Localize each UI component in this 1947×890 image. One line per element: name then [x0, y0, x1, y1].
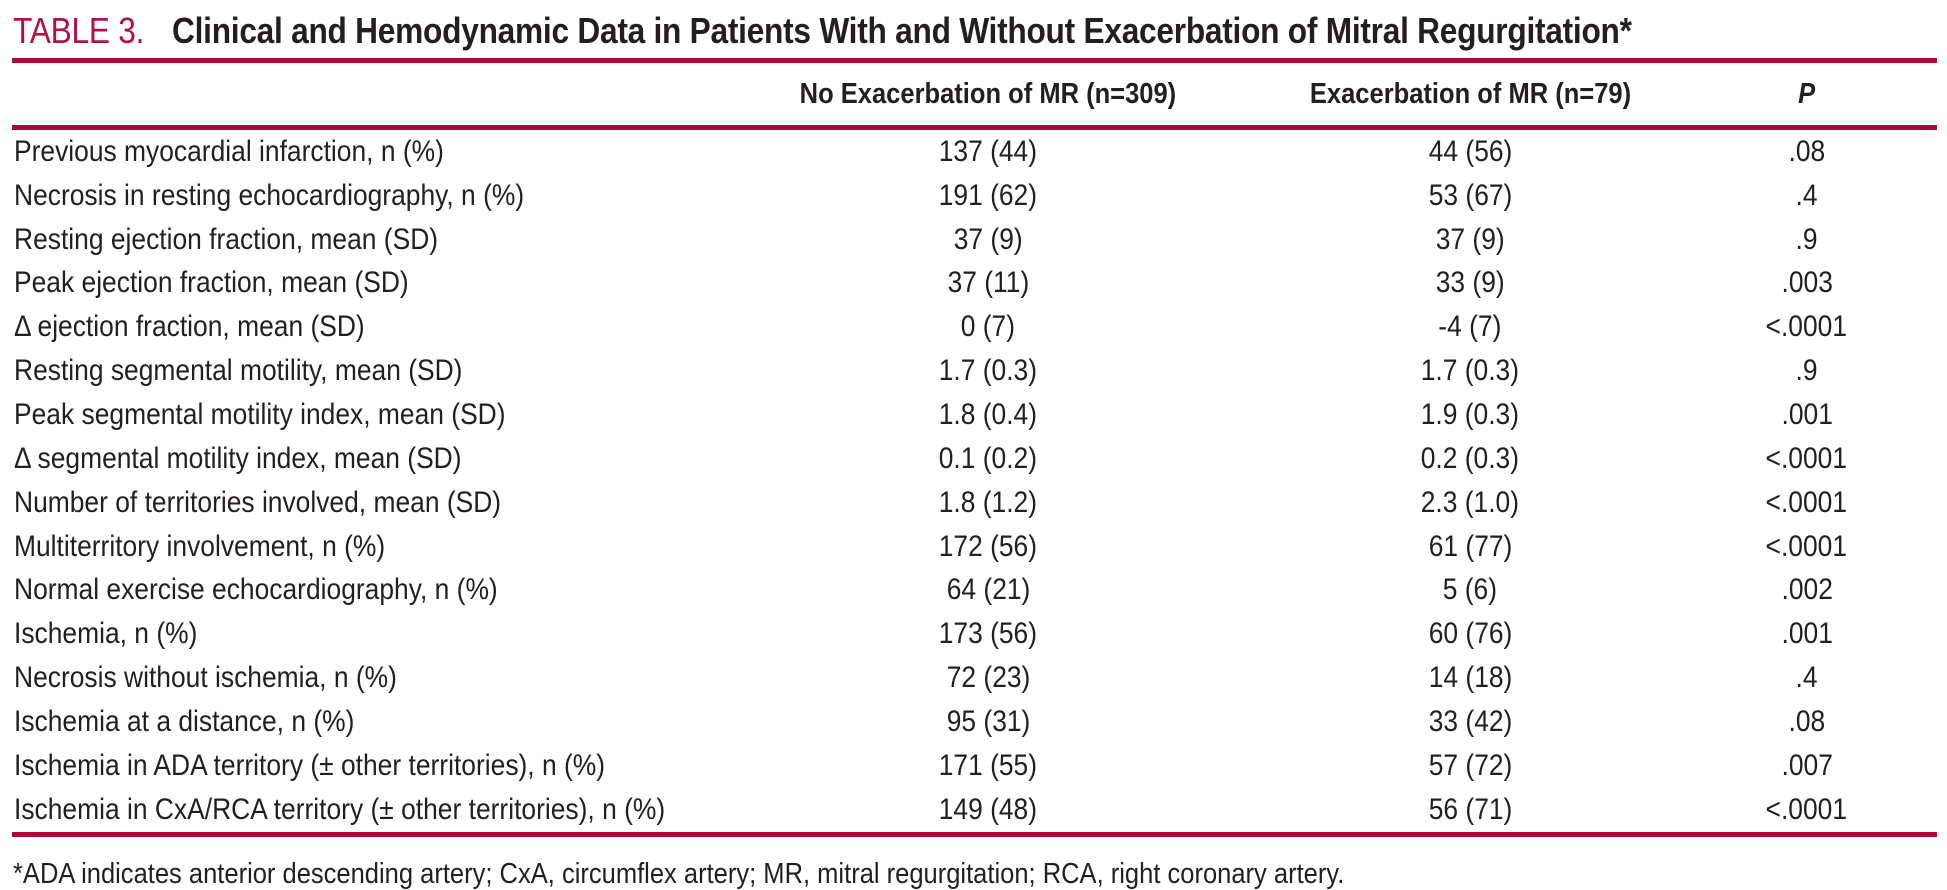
- value-exacerbation: -4 (7): [1438, 310, 1502, 344]
- p-value: .9: [1795, 222, 1818, 256]
- p-value: .9: [1795, 354, 1818, 388]
- header-row: No Exacerbation of MR (n=309) Exacerbati…: [12, 63, 1937, 130]
- p-value: <.0001: [1765, 485, 1848, 519]
- p-value: .001: [1781, 617, 1833, 651]
- row-label: Normal exercise echocardiography, n (%): [14, 573, 498, 607]
- table-row: Ischemia at a distance, n (%) 95 (31) 33…: [12, 700, 1937, 744]
- p-value: <.0001: [1765, 441, 1848, 475]
- table-row: Ischemia, n (%) 173 (56) 60 (76) .001: [12, 612, 1937, 656]
- row-label: Resting ejection fraction, mean (SD): [14, 222, 439, 256]
- value-no-exacerbation: 171 (55): [938, 748, 1038, 782]
- row-label: Δ ejection fraction, mean (SD): [14, 310, 365, 344]
- top-rule: [12, 58, 1937, 63]
- value-exacerbation: 33 (42): [1428, 704, 1513, 738]
- value-no-exacerbation: 95 (31): [946, 704, 1030, 738]
- column-header-exacerbation: Exacerbation of MR (n=79): [1264, 63, 1677, 130]
- row-label: Resting segmental motility, mean (SD): [14, 354, 463, 388]
- row-label: Number of territories involved, mean (SD…: [14, 485, 502, 519]
- value-no-exacerbation: 149 (48): [938, 792, 1038, 826]
- row-label: Peak segmental motility index, mean (SD): [14, 397, 506, 431]
- value-no-exacerbation: 0 (7): [960, 310, 1016, 344]
- value-exacerbation: 1.7 (0.3): [1421, 354, 1520, 388]
- table-row: Normal exercise echocardiography, n (%) …: [12, 568, 1937, 612]
- table-number-label: TABLE 3.: [13, 10, 145, 51]
- value-exacerbation: 61 (77): [1428, 529, 1513, 563]
- value-exacerbation: 53 (67): [1428, 178, 1513, 212]
- data-table: No Exacerbation of MR (n=309) Exacerbati…: [12, 63, 1937, 832]
- row-label: Ischemia, n (%): [14, 617, 198, 651]
- p-value: .003: [1781, 266, 1833, 300]
- table-caption: TABLE 3. Clinical and Hemodynamic Data i…: [0, 0, 1947, 53]
- table-row: Resting ejection fraction, mean (SD) 37 …: [12, 218, 1937, 262]
- value-no-exacerbation: 72 (23): [946, 661, 1030, 695]
- table-caption-text: Clinical and Hemodynamic Data in Patient…: [171, 10, 1632, 51]
- row-label: Ischemia in ADA territory (± other terri…: [14, 748, 606, 782]
- table-row: Necrosis in resting echocardiography, n …: [12, 174, 1937, 218]
- table-row: Δ segmental motility index, mean (SD) 0.…: [12, 437, 1937, 481]
- p-value: .4: [1795, 178, 1818, 212]
- value-exacerbation: 2.3 (1.0): [1421, 485, 1520, 519]
- p-value: <.0001: [1765, 792, 1848, 826]
- value-exacerbation: 37 (9): [1435, 222, 1505, 256]
- table-row: Necrosis without ischemia, n (%) 72 (23)…: [12, 656, 1937, 700]
- value-exacerbation: 60 (76): [1428, 617, 1513, 651]
- value-no-exacerbation: 37 (11): [947, 266, 1029, 300]
- table-row: Resting segmental motility, mean (SD) 1.…: [12, 349, 1937, 393]
- value-no-exacerbation: 37 (9): [953, 222, 1023, 256]
- table-row: Δ ejection fraction, mean (SD) 0 (7) -4 …: [12, 305, 1937, 349]
- p-value: .08: [1788, 134, 1826, 168]
- row-label: Peak ejection fraction, mean (SD): [14, 266, 409, 300]
- value-exacerbation: 1.9 (0.3): [1421, 397, 1520, 431]
- row-label: Multiterritory involvement, n (%): [14, 529, 386, 563]
- value-exacerbation: 44 (56): [1428, 134, 1513, 168]
- value-exacerbation: 0.2 (0.3): [1421, 441, 1520, 475]
- value-exacerbation: 56 (71): [1428, 792, 1513, 826]
- table-row: Peak segmental motility index, mean (SD)…: [12, 393, 1937, 437]
- table-row: Ischemia in CxA/RCA territory (± other t…: [12, 788, 1937, 832]
- table-row: Number of territories involved, mean (SD…: [12, 481, 1937, 525]
- value-no-exacerbation: 1.7 (0.3): [938, 354, 1038, 388]
- value-no-exacerbation: 1.8 (1.2): [938, 485, 1038, 519]
- table-row: Peak ejection fraction, mean (SD) 37 (11…: [12, 262, 1937, 306]
- value-exacerbation: 57 (72): [1428, 748, 1513, 782]
- bottom-rule: [12, 831, 1937, 837]
- value-no-exacerbation: 1.8 (0.4): [938, 397, 1038, 431]
- value-no-exacerbation: 137 (44): [938, 134, 1038, 168]
- value-exacerbation: 33 (9): [1435, 266, 1505, 300]
- row-label: Necrosis without ischemia, n (%): [14, 661, 397, 695]
- column-header-variable: [12, 63, 712, 130]
- value-no-exacerbation: 173 (56): [938, 617, 1038, 651]
- column-header-no-exacerbation: No Exacerbation of MR (n=309): [712, 63, 1265, 130]
- table-row: Ischemia in ADA territory (± other terri…: [12, 744, 1937, 788]
- p-value: .007: [1781, 748, 1833, 782]
- p-value: .08: [1788, 704, 1826, 738]
- value-no-exacerbation: 172 (56): [938, 529, 1038, 563]
- row-label: Ischemia in CxA/RCA territory (± other t…: [14, 792, 666, 826]
- p-value: .001: [1781, 397, 1833, 431]
- value-no-exacerbation: 191 (62): [938, 178, 1038, 212]
- p-value: <.0001: [1765, 529, 1848, 563]
- row-label: Δ segmental motility index, mean (SD): [14, 441, 462, 475]
- value-exacerbation: 14 (18): [1428, 661, 1513, 695]
- p-value: .002: [1781, 573, 1833, 607]
- value-no-exacerbation: 64 (21): [946, 573, 1030, 607]
- footnote: *ADA indicates anterior descending arter…: [13, 857, 1345, 890]
- p-value: <.0001: [1765, 310, 1848, 344]
- row-label: Ischemia at a distance, n (%): [14, 704, 355, 738]
- row-label: Necrosis in resting echocardiography, n …: [14, 178, 525, 212]
- row-label: Previous myocardial infarction, n (%): [14, 134, 444, 168]
- value-no-exacerbation: 0.1 (0.2): [938, 441, 1038, 475]
- p-value: .4: [1795, 661, 1818, 695]
- table-row: Previous myocardial infarction, n (%) 13…: [12, 128, 1937, 174]
- value-exacerbation: 5 (6): [1443, 573, 1498, 607]
- table-row: Multiterritory involvement, n (%) 172 (5…: [12, 525, 1937, 569]
- column-header-p: P: [1676, 63, 1937, 130]
